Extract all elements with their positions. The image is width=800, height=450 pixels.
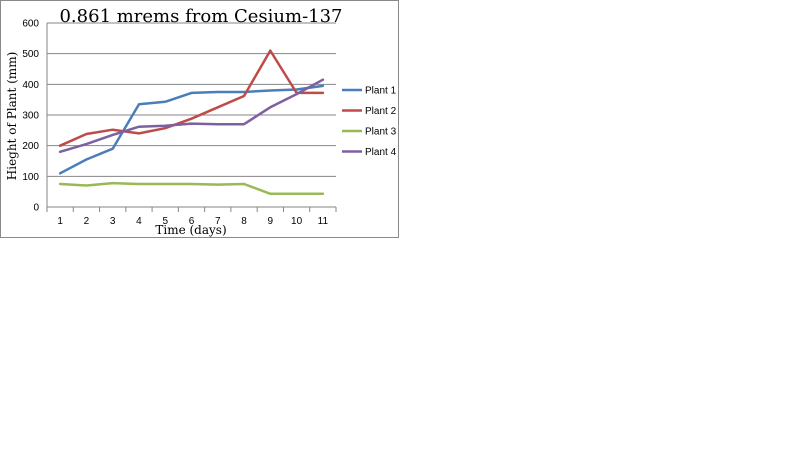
y-tick-label: 400 <box>22 80 39 91</box>
y-tick-label: 600 <box>22 19 39 30</box>
x-tick-label: 1 <box>57 216 63 227</box>
series-lines <box>58 49 325 196</box>
x-tick-label: 10 <box>291 216 303 227</box>
axes <box>46 23 337 212</box>
tick-labels: 0 100 200 300 400 500 600 1 2 3 4 5 6 7 8 9 10 11 <box>22 19 328 228</box>
y-tick-label: 200 <box>22 141 39 152</box>
gridlines <box>47 22 336 177</box>
x-tick-label: 7 <box>215 216 221 227</box>
y-axis-title: Hieght of Plant (mm) <box>5 52 19 180</box>
x-tick-label: 2 <box>84 216 90 227</box>
chart-frame: 0.861 mrems from Cesium-137 0 100 200 300 40… <box>0 0 399 238</box>
y-tick-label: 300 <box>22 111 39 122</box>
legend: Plant 1 Plant 2 Plant 3 Plant 4 <box>342 86 397 158</box>
y-tick-label: 0 <box>33 203 39 214</box>
line-chart: 0.861 mrems from Cesium-137 0 100 200 300 40… <box>5 6 397 237</box>
series-line-3 <box>58 181 325 196</box>
legend-label: Plant 2 <box>365 106 397 117</box>
x-tick-label: 4 <box>136 216 142 227</box>
y-tick-label: 500 <box>22 49 39 60</box>
legend-label: Plant 4 <box>365 147 397 158</box>
chart-title: 0.861 mrems from Cesium-137 <box>59 6 342 27</box>
x-tick-label: 9 <box>268 216 274 227</box>
legend-label: Plant 3 <box>365 127 397 138</box>
x-tick-label: 5 <box>162 216 168 227</box>
series-line-1 <box>58 84 325 175</box>
series-line-2 <box>58 49 325 147</box>
y-tick-label: 100 <box>22 172 39 183</box>
series-line-4 <box>58 78 325 154</box>
x-tick-label: 3 <box>110 216 116 227</box>
x-tick-label: 8 <box>241 216 247 227</box>
x-axis-title: Time (days) <box>155 223 226 237</box>
x-tick-label: 11 <box>318 216 329 227</box>
legend-label: Plant 1 <box>365 86 397 97</box>
x-tick-label: 6 <box>189 216 195 227</box>
